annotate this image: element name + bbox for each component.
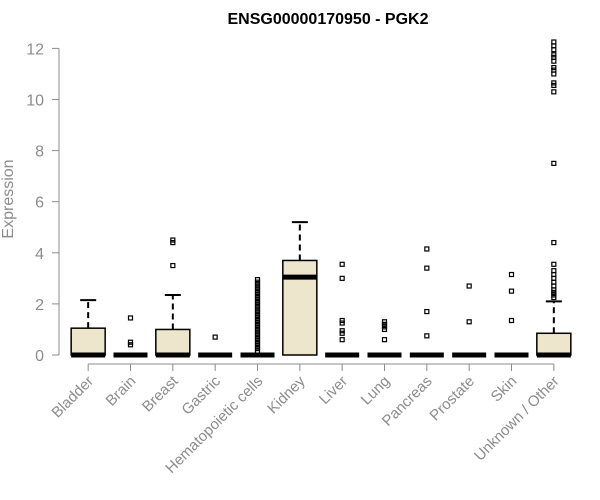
outlier-point — [466, 319, 472, 325]
outlier-point — [551, 89, 557, 95]
outlier-point — [381, 337, 388, 343]
outlier-point — [212, 334, 218, 340]
y-tick-label: 10 — [26, 93, 44, 110]
x-tick-label: Prostate — [426, 373, 478, 425]
outlier-point — [127, 315, 134, 321]
box-group — [452, 283, 487, 358]
x-tick-label: Kidney — [264, 372, 309, 417]
outlier-point — [551, 39, 557, 45]
box-group — [113, 315, 148, 358]
outlier-point — [551, 52, 557, 58]
outlier-point — [551, 268, 557, 274]
outlier-point — [551, 261, 557, 267]
y-tick-label: 4 — [35, 246, 44, 263]
outlier-point — [551, 64, 557, 71]
box-group — [409, 246, 444, 358]
box-group — [240, 277, 275, 358]
outlier-point — [127, 339, 134, 345]
outlier-point — [339, 275, 345, 281]
box-group — [70, 299, 106, 358]
outlier-point — [339, 261, 345, 267]
outlier-point — [551, 239, 557, 246]
outlier-point — [508, 288, 515, 294]
box — [70, 327, 106, 356]
outlier-point — [424, 246, 430, 252]
y-tick-label: 2 — [35, 297, 44, 314]
y-tick-label: 8 — [35, 144, 44, 161]
outlier-point — [339, 337, 345, 343]
x-tick-label: Liver — [316, 373, 351, 408]
outlier-point — [170, 262, 176, 269]
box-group — [155, 237, 191, 358]
outlier-point — [551, 160, 557, 166]
box-group — [367, 319, 402, 358]
x-tick-label: Skin — [488, 373, 521, 406]
boxes — [70, 39, 572, 358]
box-group — [198, 334, 233, 358]
x-tick-label: Bladder — [48, 373, 97, 422]
x-tick-label: Breast — [139, 372, 182, 415]
outlier-point — [424, 308, 430, 315]
box-group — [536, 39, 572, 358]
y-axis-label: Expression — [0, 159, 17, 238]
y-tick-label: 12 — [26, 41, 44, 58]
outlier-point — [424, 265, 430, 271]
outlier-point — [254, 277, 261, 283]
x-tick-label: Brain — [103, 373, 140, 410]
box-group — [282, 221, 318, 356]
outlier-point — [339, 317, 345, 324]
y-axis: 0 2 4 6 8 10 12 — [26, 41, 60, 365]
outlier-point — [508, 271, 515, 278]
outlier-point — [508, 317, 515, 324]
x-tick-label: Lung — [358, 373, 394, 409]
outlier-point — [551, 80, 557, 86]
box — [155, 328, 191, 356]
outlier-point — [424, 333, 430, 339]
chart-title: ENSG00000170950 - PGK2 — [227, 11, 428, 28]
outlier-point — [466, 283, 472, 289]
outlier-point — [339, 328, 345, 334]
outlier-point — [170, 237, 176, 243]
box — [536, 332, 572, 356]
box-group — [325, 261, 360, 358]
box-group — [494, 271, 529, 358]
y-tick-label: 0 — [35, 348, 44, 365]
y-tick-label: 6 — [35, 195, 44, 212]
outlier-point — [381, 319, 388, 325]
